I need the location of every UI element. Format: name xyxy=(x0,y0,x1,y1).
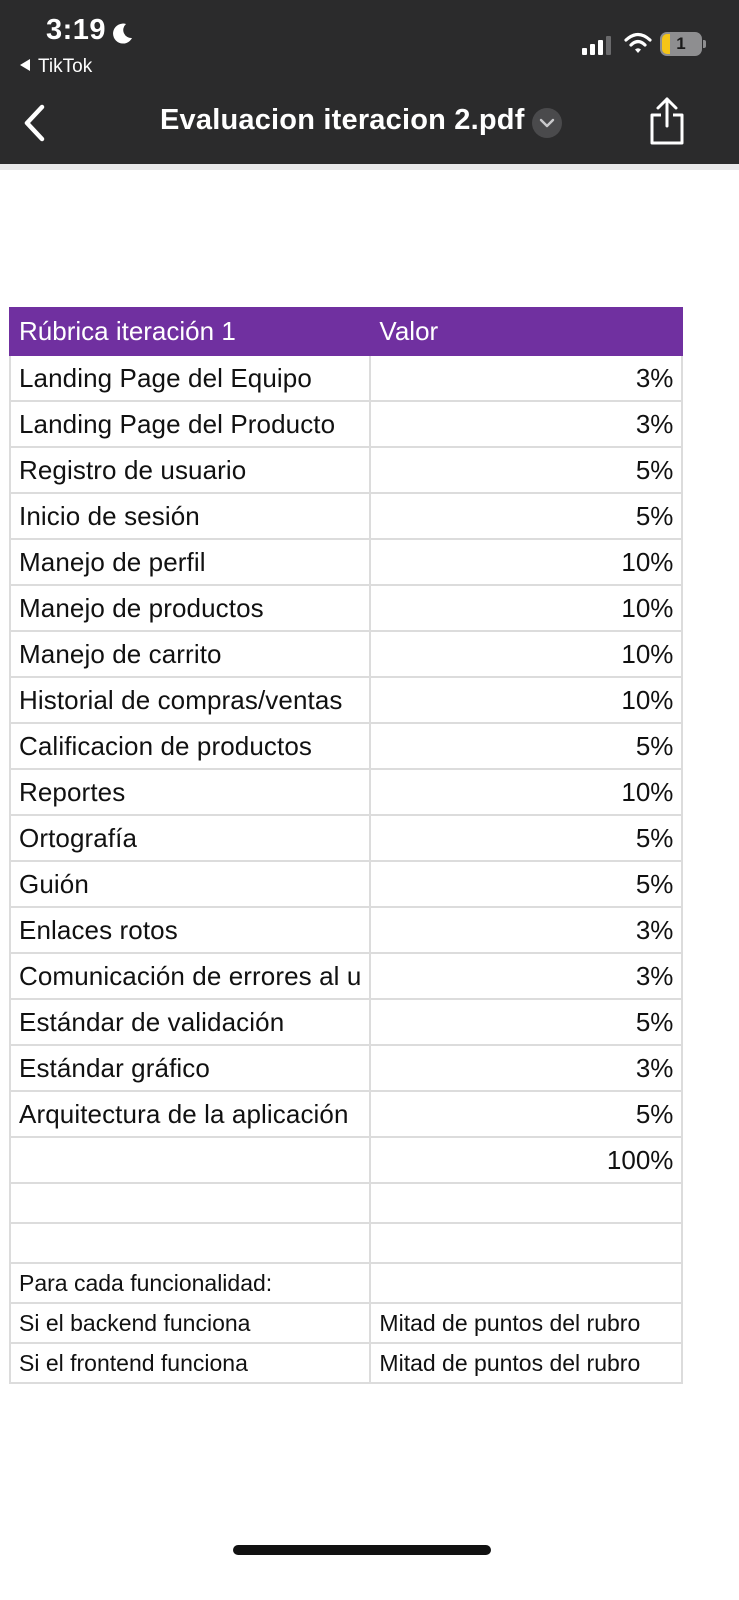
row-label: Enlaces rotos xyxy=(8,906,372,954)
notes-intro: Para cada funcionalidad: xyxy=(8,1262,372,1304)
row-label: Registro de usuario xyxy=(8,446,372,494)
table-row: Comunicación de errores al u 3% xyxy=(8,952,684,1000)
table-row: Manejo de productos 10% xyxy=(8,584,684,632)
empty-cell xyxy=(8,1222,372,1264)
row-value: 10% xyxy=(369,584,684,632)
battery-fill xyxy=(662,34,670,54)
row-label: Estándar de validación xyxy=(8,998,372,1046)
title-menu-button[interactable] xyxy=(532,108,562,138)
row-value: 10% xyxy=(369,538,684,586)
row-label: Historial de compras/ventas xyxy=(8,676,372,724)
top-bar: 3:19 TikTok 1 Evaluacion iteracion 2.pdf xyxy=(0,0,739,164)
wifi-icon xyxy=(624,32,652,53)
row-label: Comunicación de errores al u xyxy=(8,952,372,1000)
table-row: Enlaces rotos 3% xyxy=(8,906,684,954)
row-label: Landing Page del Equipo xyxy=(8,354,372,402)
empty-cell xyxy=(369,1262,684,1304)
total-label-cell xyxy=(8,1136,372,1184)
total-value: 100% xyxy=(369,1136,684,1184)
row-label: Estándar gráfico xyxy=(8,1044,372,1092)
notes-label: Si el frontend funciona xyxy=(8,1342,372,1384)
back-triangle-icon xyxy=(20,59,30,71)
row-label: Calificacion de productos xyxy=(8,722,372,770)
row-value: 3% xyxy=(369,906,684,954)
status-time: 3:19 xyxy=(46,14,107,46)
row-value: 5% xyxy=(369,814,684,862)
table-row: Landing Page del Producto 3% xyxy=(8,400,684,448)
toolbar-divider xyxy=(0,164,739,170)
back-chevron-icon[interactable] xyxy=(20,102,50,144)
row-label: Guión xyxy=(8,860,372,908)
back-app-label: TikTok xyxy=(38,56,93,77)
row-label: Inicio de sesión xyxy=(8,492,372,540)
table-row: Historial de compras/ventas 10% xyxy=(8,676,684,724)
total-row: 100% xyxy=(8,1136,684,1184)
empty-row xyxy=(8,1182,684,1224)
share-icon[interactable] xyxy=(648,96,686,146)
table-row: Calificacion de productos 5% xyxy=(8,722,684,770)
row-value: 5% xyxy=(369,860,684,908)
row-label: Manejo de productos xyxy=(8,584,372,632)
row-value: 3% xyxy=(369,1044,684,1092)
table-row: Estándar de validación 5% xyxy=(8,998,684,1046)
cellular-signal-icon xyxy=(582,36,611,55)
empty-row xyxy=(8,1222,684,1264)
notes-value: Mitad de puntos del rubro xyxy=(369,1342,684,1384)
empty-cell xyxy=(369,1222,684,1264)
header-value: Valor xyxy=(369,307,684,356)
table-row: Estándar gráfico 3% xyxy=(8,1044,684,1092)
row-value: 3% xyxy=(369,952,684,1000)
row-label: Ortografía xyxy=(8,814,372,862)
row-value: 5% xyxy=(369,1090,684,1138)
battery-level: 1 xyxy=(676,34,686,53)
chevron-down-icon xyxy=(539,118,555,128)
table-row: Registro de usuario 5% xyxy=(8,446,684,494)
notes-label: Si el backend funciona xyxy=(8,1302,372,1344)
row-label: Landing Page del Producto xyxy=(8,400,372,448)
back-to-app-link[interactable]: TikTok xyxy=(20,56,92,78)
row-label: Arquitectura de la aplicación xyxy=(8,1090,372,1138)
table-row: Landing Page del Equipo 3% xyxy=(8,354,684,402)
row-value: 3% xyxy=(369,400,684,448)
table-row: Reportes 10% xyxy=(8,768,684,816)
row-value: 3% xyxy=(369,354,684,402)
row-value: 10% xyxy=(369,768,684,816)
moon-icon xyxy=(113,23,132,44)
row-label: Manejo de carrito xyxy=(8,630,372,678)
header-rubric: Rúbrica iteración 1 xyxy=(8,307,372,356)
notes-row: Si el frontend funciona Mitad de puntos d… xyxy=(8,1342,684,1384)
row-value: 5% xyxy=(369,446,684,494)
home-indicator[interactable] xyxy=(233,1545,491,1555)
rubric-table: Rúbrica iteración 1 Valor Landing Page d… xyxy=(8,307,684,1384)
row-label: Manejo de perfil xyxy=(8,538,372,586)
row-value: 10% xyxy=(369,676,684,724)
notes-intro-row: Para cada funcionalidad: xyxy=(8,1262,684,1304)
table-header-row: Rúbrica iteración 1 Valor xyxy=(8,307,684,356)
table-row: Arquitectura de la aplicación 5% xyxy=(8,1090,684,1138)
row-value: 10% xyxy=(369,630,684,678)
table-row: Manejo de perfil 10% xyxy=(8,538,684,586)
table-row: Guión 5% xyxy=(8,860,684,908)
empty-cell xyxy=(369,1182,684,1224)
notes-value: Mitad de puntos del rubro xyxy=(369,1302,684,1344)
row-label: Reportes xyxy=(8,768,372,816)
battery-icon: 1 xyxy=(660,32,706,56)
document-title[interactable]: Evaluacion iteracion 2.pdf xyxy=(160,104,525,136)
notes-row: Si el backend funciona Mitad de puntos de… xyxy=(8,1302,684,1344)
table-row: Inicio de sesión 5% xyxy=(8,492,684,540)
table-row: Manejo de carrito 10% xyxy=(8,630,684,678)
row-value: 5% xyxy=(369,492,684,540)
empty-cell xyxy=(8,1182,372,1224)
row-value: 5% xyxy=(369,722,684,770)
row-value: 5% xyxy=(369,998,684,1046)
battery-cap xyxy=(703,40,706,48)
table-row: Ortografía 5% xyxy=(8,814,684,862)
